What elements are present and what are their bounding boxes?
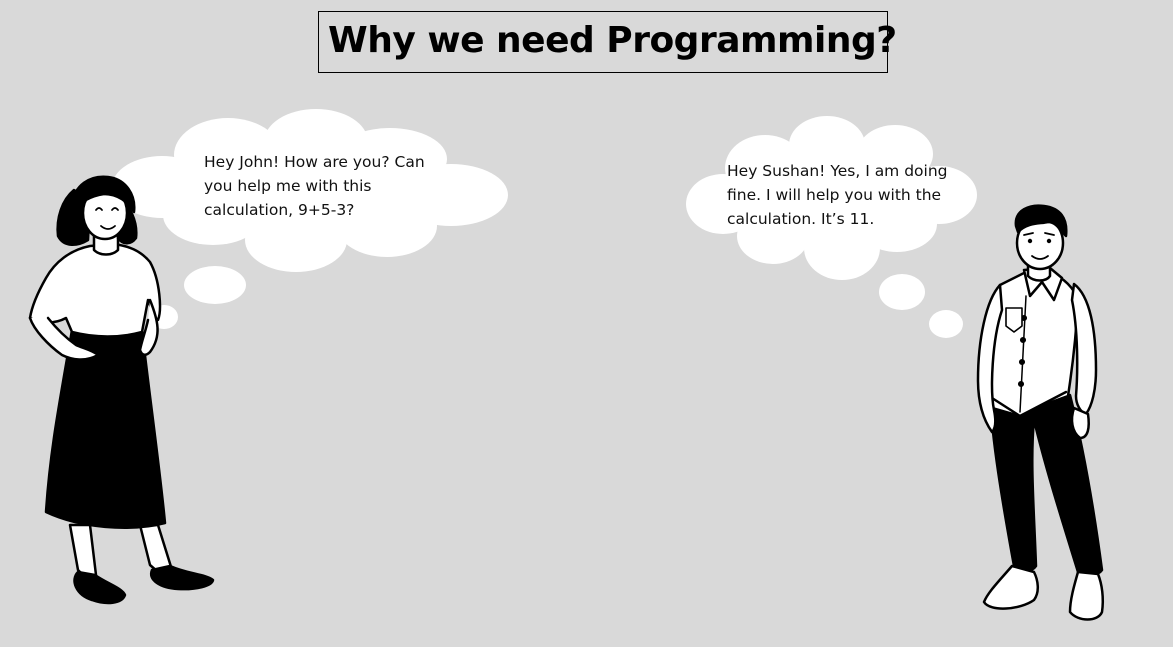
left-speech-line: you help me with this (204, 177, 372, 195)
title-box: Why we need Programming? (318, 11, 897, 73)
left-speech-text: Hey John! How are you? Can you help me w… (204, 150, 449, 222)
right-thought-cloud (686, 116, 977, 280)
man-figure (976, 204, 1105, 621)
left-thought-cloud (112, 109, 508, 272)
slide-title: Why we need Programming? (328, 20, 897, 61)
left-speech-line: calculation, 9+5-3? (204, 201, 355, 219)
right-thought-dots (879, 274, 963, 338)
right-speech-line: Hey Sushan! Yes, I am doing (727, 162, 948, 180)
left-thought-dots (150, 266, 246, 329)
right-speech-line: calculation. It’s 11. (727, 210, 875, 228)
woman-figure (28, 175, 215, 605)
right-speech-text: Hey Sushan! Yes, I am doing fine. I will… (727, 159, 967, 231)
right-speech-line: fine. I will help you with the (727, 186, 942, 204)
left-speech-line: Hey John! How are you? Can (204, 153, 425, 171)
